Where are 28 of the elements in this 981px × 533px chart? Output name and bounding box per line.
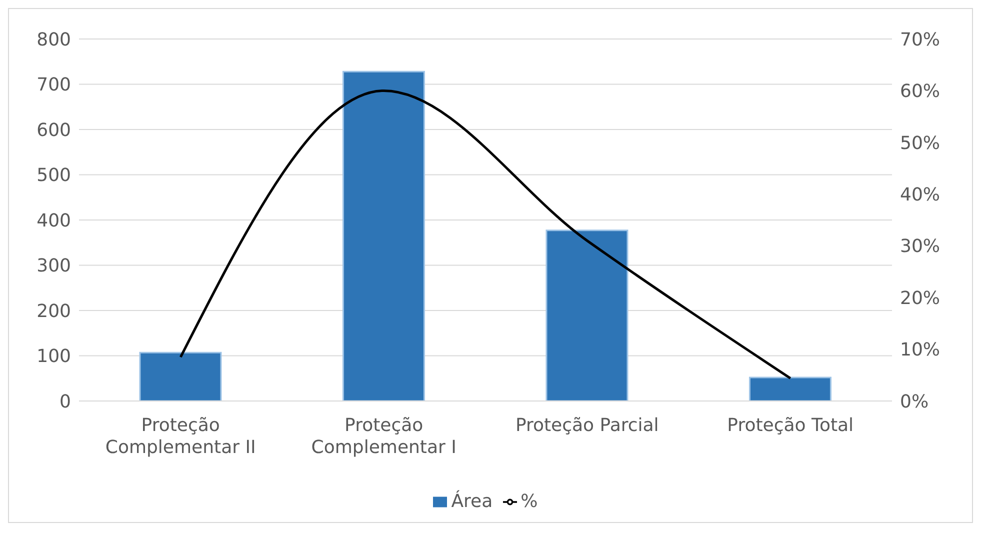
y-tick-label: 100 — [36, 346, 71, 368]
legend-label: % — [520, 491, 538, 512]
bar — [342, 70, 425, 401]
x-tick-label: Proteção Complementar II — [105, 415, 256, 458]
line-series — [179, 89, 792, 380]
x-tick-label: Proteção Parcial — [515, 415, 659, 436]
y-tick-label: 400 — [36, 210, 71, 232]
legend-label: Área — [451, 491, 493, 512]
y-tick-label: 0 — [60, 391, 71, 412]
y2-tick-label: 40% — [900, 184, 940, 206]
y2-tick-label: 10% — [900, 340, 940, 361]
bar — [139, 352, 222, 401]
bar — [748, 376, 832, 401]
y2-tick-label: 30% — [900, 236, 940, 258]
x-tick-label: Proteção Total — [727, 415, 854, 436]
y-tick-label: 800 — [36, 29, 71, 50]
y-tick-label: 500 — [36, 165, 71, 186]
bar — [546, 230, 628, 401]
y-tick-label: 300 — [36, 256, 71, 277]
y2-tick-label: 0% — [900, 391, 929, 412]
y-tick-label: 700 — [36, 74, 71, 96]
y2-tick-label: 50% — [900, 132, 940, 154]
x-tick-label: Proteção Complementar I — [311, 415, 456, 458]
y2-tick-label: 60% — [900, 81, 940, 102]
y2-tick-label: 20% — [900, 288, 940, 309]
y-tick-label: 200 — [36, 300, 71, 322]
y2-tick-label: 70% — [900, 29, 940, 50]
y-tick-label: 600 — [36, 120, 71, 141]
